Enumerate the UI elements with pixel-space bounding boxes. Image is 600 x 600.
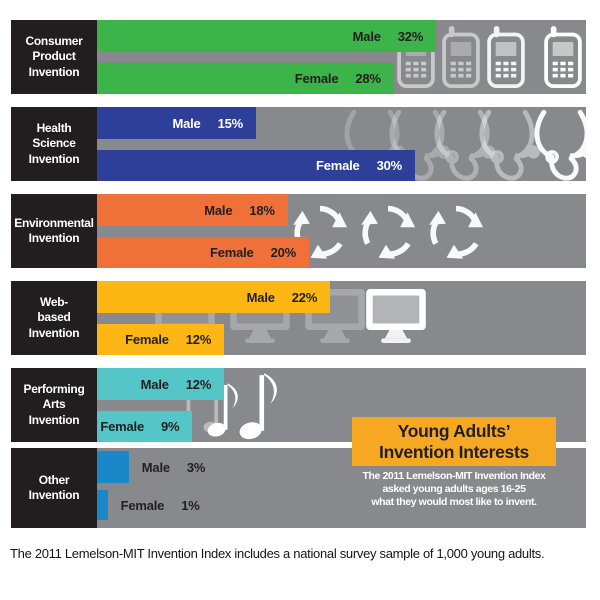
category-label-line: Health [36,120,72,135]
male-bar [97,368,225,400]
chart-row-environmental: Environmental Invention Male 18% Female 20… [0,194,600,268]
row-band: Male 32% Female 28% [97,20,586,94]
category-label-box: Health Science Invention [11,107,97,181]
chart-title-line: Young Adults’ [397,420,511,441]
female-bar-label: Female 12% [125,332,212,347]
chart-subtitle: The 2011 Lemelson-MIT Invention Index as… [348,470,560,509]
female-bar-label: Female 30% [315,158,402,173]
row-band: Male 22% Female 12% [97,281,586,355]
category-label-box: Web- based Invention [11,281,97,355]
category-label-line: Web- [40,294,68,309]
chart-title-line: Invention Interests [379,441,529,462]
female-bar [97,324,225,355]
male-bar-label: Male 18% [204,202,275,218]
male-bar-label: Male 12% [140,376,212,392]
female-bar-label: Female 28% [294,71,381,86]
male-bar-label: Male 15% [172,115,243,131]
chart-subtitle-line: what they would most like to invent. [371,496,537,508]
female-bar [97,411,193,442]
category-label-line: based [37,310,71,325]
female-bar [97,490,108,520]
chart-subtitle-line: The 2011 Lemelson-MIT Invention Index [362,470,546,482]
male-bar [97,20,437,52]
category-label-line: Invention [28,64,80,79]
female-bar [97,63,394,94]
category-label-line: Invention [28,325,80,340]
male-bar [97,451,129,483]
female-bar-label: Female 9% [100,419,180,434]
category-label-line: Invention [28,488,80,502]
chart-row-health-science: Health Science Invention Male 15% Female 3… [0,107,600,181]
male-bar [97,194,288,226]
category-label-line: Product [32,49,76,64]
category-label-box: Other Invention [11,448,97,528]
category-label-line: Consumer [25,33,83,48]
category-label-line: Invention [28,151,80,166]
category-label-box: Environmental Invention [11,194,97,268]
chart-subtitle-line: asked young adults ages 16-25 [382,483,526,495]
footnote-caption: The 2011 Lemelson-MIT Invention Index in… [10,546,545,561]
female-bar-label: Female 20% [209,245,296,260]
male-bar-label: Male 22% [246,289,318,305]
female-bar-label: Female 1% [120,497,200,513]
category-label-line: Arts [42,397,66,412]
category-label-line: Invention [28,412,80,427]
row-band: Male 18% Female 20% [97,194,586,268]
title-box: Young Adults’ Invention Interests [352,417,556,466]
female-bar [97,150,415,181]
male-bar-label: Male 32% [352,28,424,44]
chart-row-consumer-product: Consumer Product Invention Male 32% Femal… [0,20,600,94]
category-label-line: Other [38,472,70,487]
male-bar [97,281,331,313]
category-label-box: Performing Arts Invention [11,368,97,442]
category-label-line: Performing [23,381,85,396]
female-bar [97,237,309,268]
category-label-line: Science [32,136,76,151]
male-bar-label: Male 3% [141,459,206,475]
category-label-line: Environmental [14,215,94,230]
chart-row-web-based: Web- based Invention Male 22% Female 12% [0,281,600,355]
row-band: Male 15% Female 30% [97,107,586,181]
category-label-box: Consumer Product Invention [11,20,97,94]
category-label-line: Invention [28,231,80,245]
male-bar [97,107,256,139]
